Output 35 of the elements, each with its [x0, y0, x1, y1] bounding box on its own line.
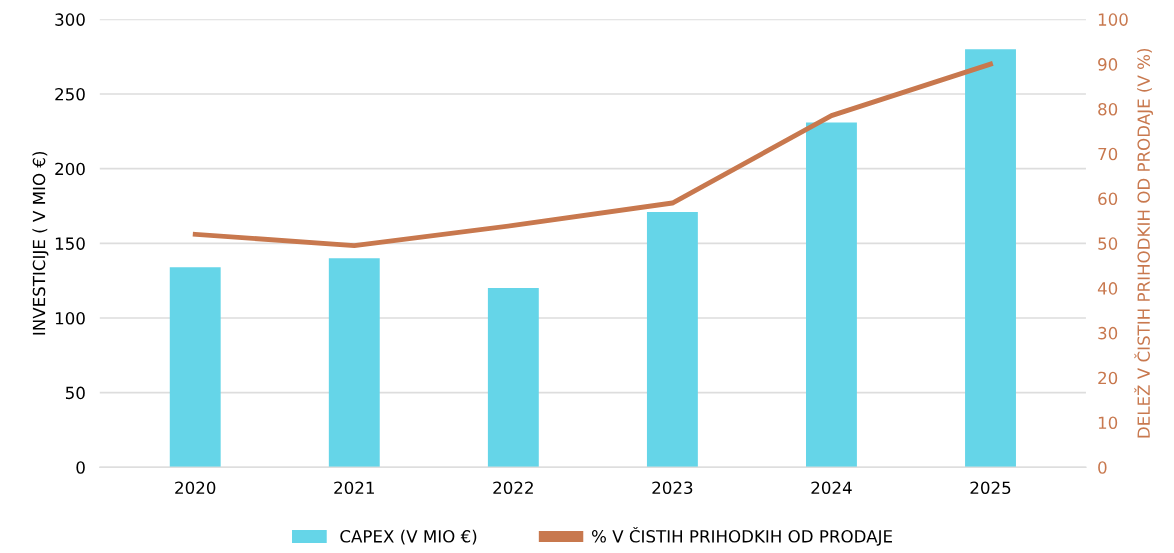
- y2-tick-label: 10: [1098, 416, 1118, 430]
- x-tick-label: 2024: [811, 481, 852, 495]
- y2-tick-label: 40: [1097, 282, 1118, 295]
- x-tick-label: 2025: [970, 481, 1011, 495]
- bar: [806, 122, 857, 468]
- y2-tick-label: 50: [1098, 237, 1118, 250]
- y-tick-label: 250: [55, 87, 85, 101]
- y2-tick-label: 20: [1098, 371, 1118, 385]
- y-tick-label: 200: [55, 162, 85, 176]
- y2-tick-label: 100: [1098, 13, 1128, 26]
- bar: [646, 211, 698, 468]
- y-tick-label: 100: [55, 311, 85, 325]
- line-series: [192, 61, 993, 248]
- y-axis-title: INVESTICIJE ( V MIO €): [32, 151, 49, 335]
- x-tick-label: 2023: [652, 481, 693, 495]
- bar: [169, 267, 221, 468]
- y-tick-label: 150: [55, 237, 85, 250]
- legend-label: CAPEX (V MIO €): [340, 529, 477, 545]
- y-tick-label: 300: [55, 13, 85, 26]
- x-tick-label: 2020: [175, 481, 216, 495]
- y2-tick-label: 80: [1098, 102, 1118, 116]
- bar: [328, 258, 380, 468]
- bar: [965, 49, 1016, 468]
- y2-tick-label: 90: [1098, 58, 1118, 71]
- y2-tick-label: 0: [1098, 461, 1107, 474]
- bar: [487, 288, 539, 468]
- y2-tick-label: 30: [1098, 326, 1118, 340]
- y-tick-label: 50: [65, 386, 85, 400]
- y-tick-label: 0: [76, 461, 85, 474]
- y2-tick-label: 70: [1098, 147, 1118, 161]
- x-tick-label: 2022: [493, 481, 533, 495]
- y2-tick-label: 60: [1098, 192, 1118, 206]
- y2-axis-title: DELEŽ V ČISTIH PRIHODKIH OD PRODAJE (V %): [1134, 48, 1154, 438]
- legend-label: % V ČISTIH PRIHODKIH OD PRODAJE: [591, 526, 892, 546]
- x-tick-label: 2021: [334, 481, 374, 495]
